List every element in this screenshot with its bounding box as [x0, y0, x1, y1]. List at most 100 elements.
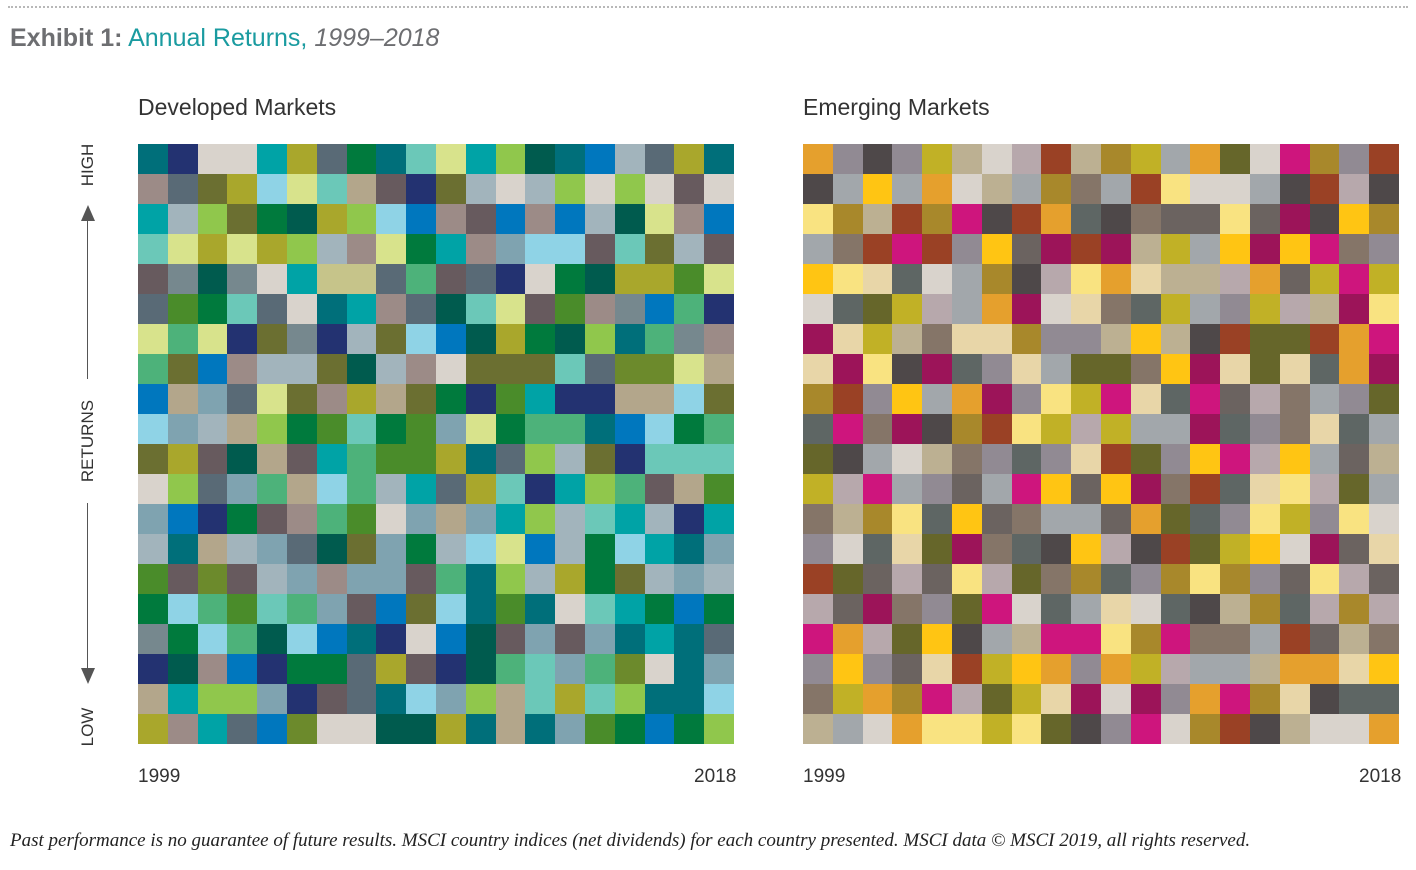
heatmap-cell	[555, 354, 585, 384]
heatmap-cell	[1071, 594, 1101, 624]
heatmap-cell	[1339, 564, 1370, 594]
heatmap-cell	[1160, 474, 1191, 504]
heatmap-cell	[257, 204, 287, 234]
heatmap-cell	[1041, 654, 1072, 684]
heatmap-cell	[1309, 564, 1340, 594]
heatmap-cell	[1041, 204, 1072, 234]
heatmap-cell	[614, 594, 645, 624]
heatmap-cell	[832, 534, 863, 564]
heatmap-cell	[1011, 384, 1042, 414]
heatmap-cell	[167, 474, 198, 504]
heatmap-cell	[1160, 294, 1191, 324]
heatmap-cell	[674, 294, 705, 324]
heatmap-cell	[1071, 174, 1101, 204]
heatmap-cell	[1369, 474, 1399, 504]
heatmap-cell	[1041, 354, 1072, 384]
heatmap-cell	[1279, 384, 1310, 414]
heatmap-cell	[1041, 384, 1072, 414]
heatmap-cell	[525, 414, 556, 444]
heatmap-cell	[803, 714, 833, 744]
heatmap-cell	[922, 474, 952, 504]
heatmap-cell	[1309, 684, 1340, 714]
heatmap-cell	[316, 474, 347, 504]
heatmap-cell	[1160, 444, 1191, 474]
heatmap-cell	[1279, 714, 1310, 744]
heatmap-cell	[1100, 414, 1131, 444]
heatmap-cell	[138, 714, 168, 744]
heatmap-cell	[1220, 384, 1250, 414]
heatmap-cell	[257, 264, 287, 294]
heatmap-cell	[257, 624, 287, 654]
heatmap-cell	[465, 384, 496, 414]
heatmap-cell	[951, 444, 982, 474]
heatmap-cell	[1339, 624, 1370, 654]
heatmap-cell	[525, 174, 556, 204]
heatmap-cell	[1130, 534, 1161, 564]
heatmap-cell	[525, 354, 556, 384]
heatmap-cell	[167, 444, 198, 474]
heatmap-cell	[832, 714, 863, 744]
heatmap-cell	[495, 684, 526, 714]
heatmap-cell	[1309, 414, 1340, 444]
heatmap-cell	[465, 624, 496, 654]
heatmap-cell	[584, 504, 615, 534]
heatmap-cell	[1369, 234, 1399, 264]
heatmap-cell	[227, 684, 258, 714]
heatmap-cell	[286, 654, 317, 684]
heatmap-cell	[1279, 174, 1310, 204]
heatmap-cell	[803, 534, 833, 564]
heatmap-cell	[316, 174, 347, 204]
heatmap-cell	[832, 354, 863, 384]
heatmap-cell	[286, 294, 317, 324]
heatmap-cell	[674, 204, 705, 234]
heatmap-cell	[465, 504, 496, 534]
heatmap-cell	[1100, 624, 1131, 654]
heatmap-cell	[922, 654, 952, 684]
heatmap-cell	[803, 474, 833, 504]
heatmap-cell	[981, 654, 1012, 684]
heatmap-cell	[1071, 234, 1101, 264]
heatmap-cell	[167, 234, 198, 264]
heatmap-cell	[1249, 234, 1280, 264]
heatmap-cell	[435, 264, 466, 294]
heatmap-cell	[981, 444, 1012, 474]
heatmap-cell	[555, 264, 585, 294]
heatmap-cell	[584, 654, 615, 684]
heatmap-cell	[704, 564, 734, 594]
heatmap-cell	[286, 594, 317, 624]
heatmap-cell	[1160, 204, 1191, 234]
heatmap-cell	[644, 204, 675, 234]
heatmap-cell	[1339, 684, 1370, 714]
developed-end-year: 2018	[694, 766, 737, 787]
heatmap-cell	[832, 264, 863, 294]
heatmap-cell	[435, 564, 466, 594]
heatmap-cell	[1339, 414, 1370, 444]
heatmap-cell	[704, 654, 734, 684]
heatmap-cell	[435, 234, 466, 264]
heatmap-cell	[1071, 624, 1101, 654]
heatmap-cell	[704, 444, 734, 474]
heatmap-cell	[465, 714, 496, 744]
heatmap-cell	[346, 624, 377, 654]
heatmap-cell	[614, 534, 645, 564]
heatmap-cell	[495, 384, 526, 414]
heatmap-cell	[227, 414, 258, 444]
heatmap-cell	[1041, 594, 1072, 624]
heatmap-cell	[1190, 684, 1221, 714]
heatmap-cell	[704, 144, 734, 174]
heatmap-cell	[892, 354, 923, 384]
heatmap-cell	[981, 474, 1012, 504]
heatmap-cell	[1309, 324, 1340, 354]
heatmap-cell	[1011, 264, 1042, 294]
heatmap-cell	[862, 324, 893, 354]
heatmap-cell	[1071, 504, 1101, 534]
heatmap-cell	[406, 384, 436, 414]
heatmap-cell	[465, 354, 496, 384]
heatmap-cell	[1220, 354, 1250, 384]
heatmap-cell	[644, 174, 675, 204]
heatmap-cell	[1309, 174, 1340, 204]
heatmap-cell	[981, 534, 1012, 564]
heatmap-cell	[286, 534, 317, 564]
heatmap-cell	[197, 294, 228, 324]
heatmap-cell	[495, 444, 526, 474]
